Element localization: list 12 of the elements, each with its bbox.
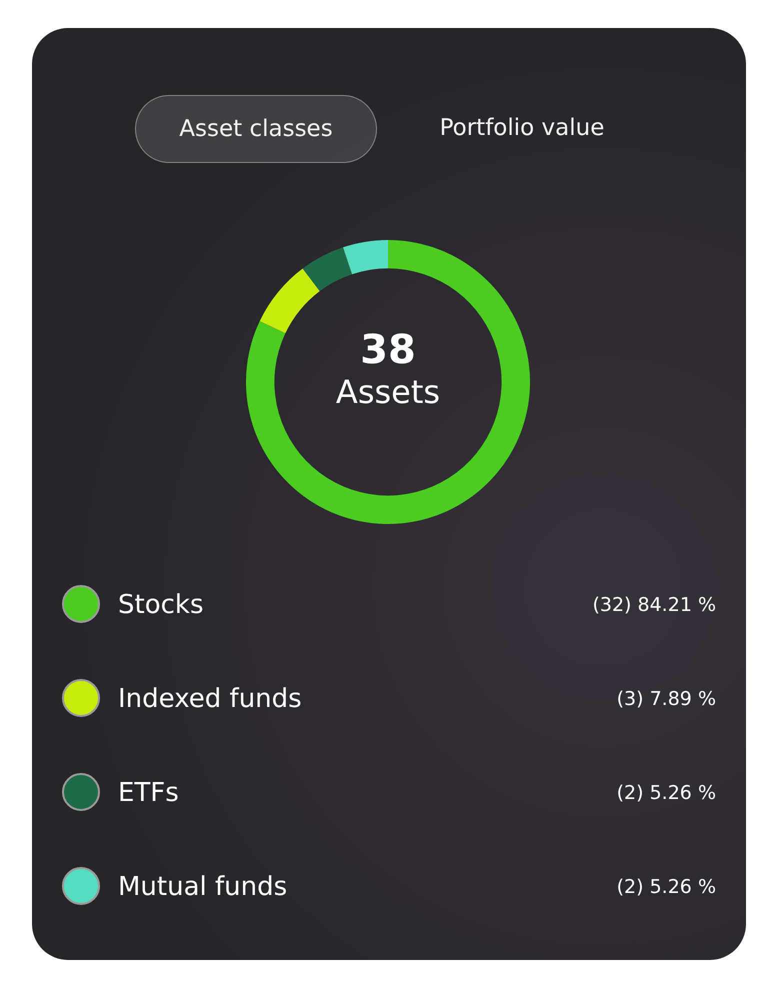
data-label: (32) 84.21 % [592, 593, 716, 618]
text: Assets [334, 372, 442, 412]
text: 38 [359, 327, 417, 373]
data-label: (3) 7.89 % [616, 687, 716, 712]
data-label: (2) 5.26 % [616, 875, 716, 900]
data-label: (2) 5.26 % [616, 781, 716, 806]
text: Portfolio value [438, 114, 606, 143]
legend-label: Stocks [118, 589, 204, 622]
legend-label: ETFs [118, 777, 179, 810]
legend-label: Mutual funds [118, 871, 288, 904]
text: Asset classes [135, 95, 377, 163]
legend-label: Indexed funds [118, 683, 302, 716]
